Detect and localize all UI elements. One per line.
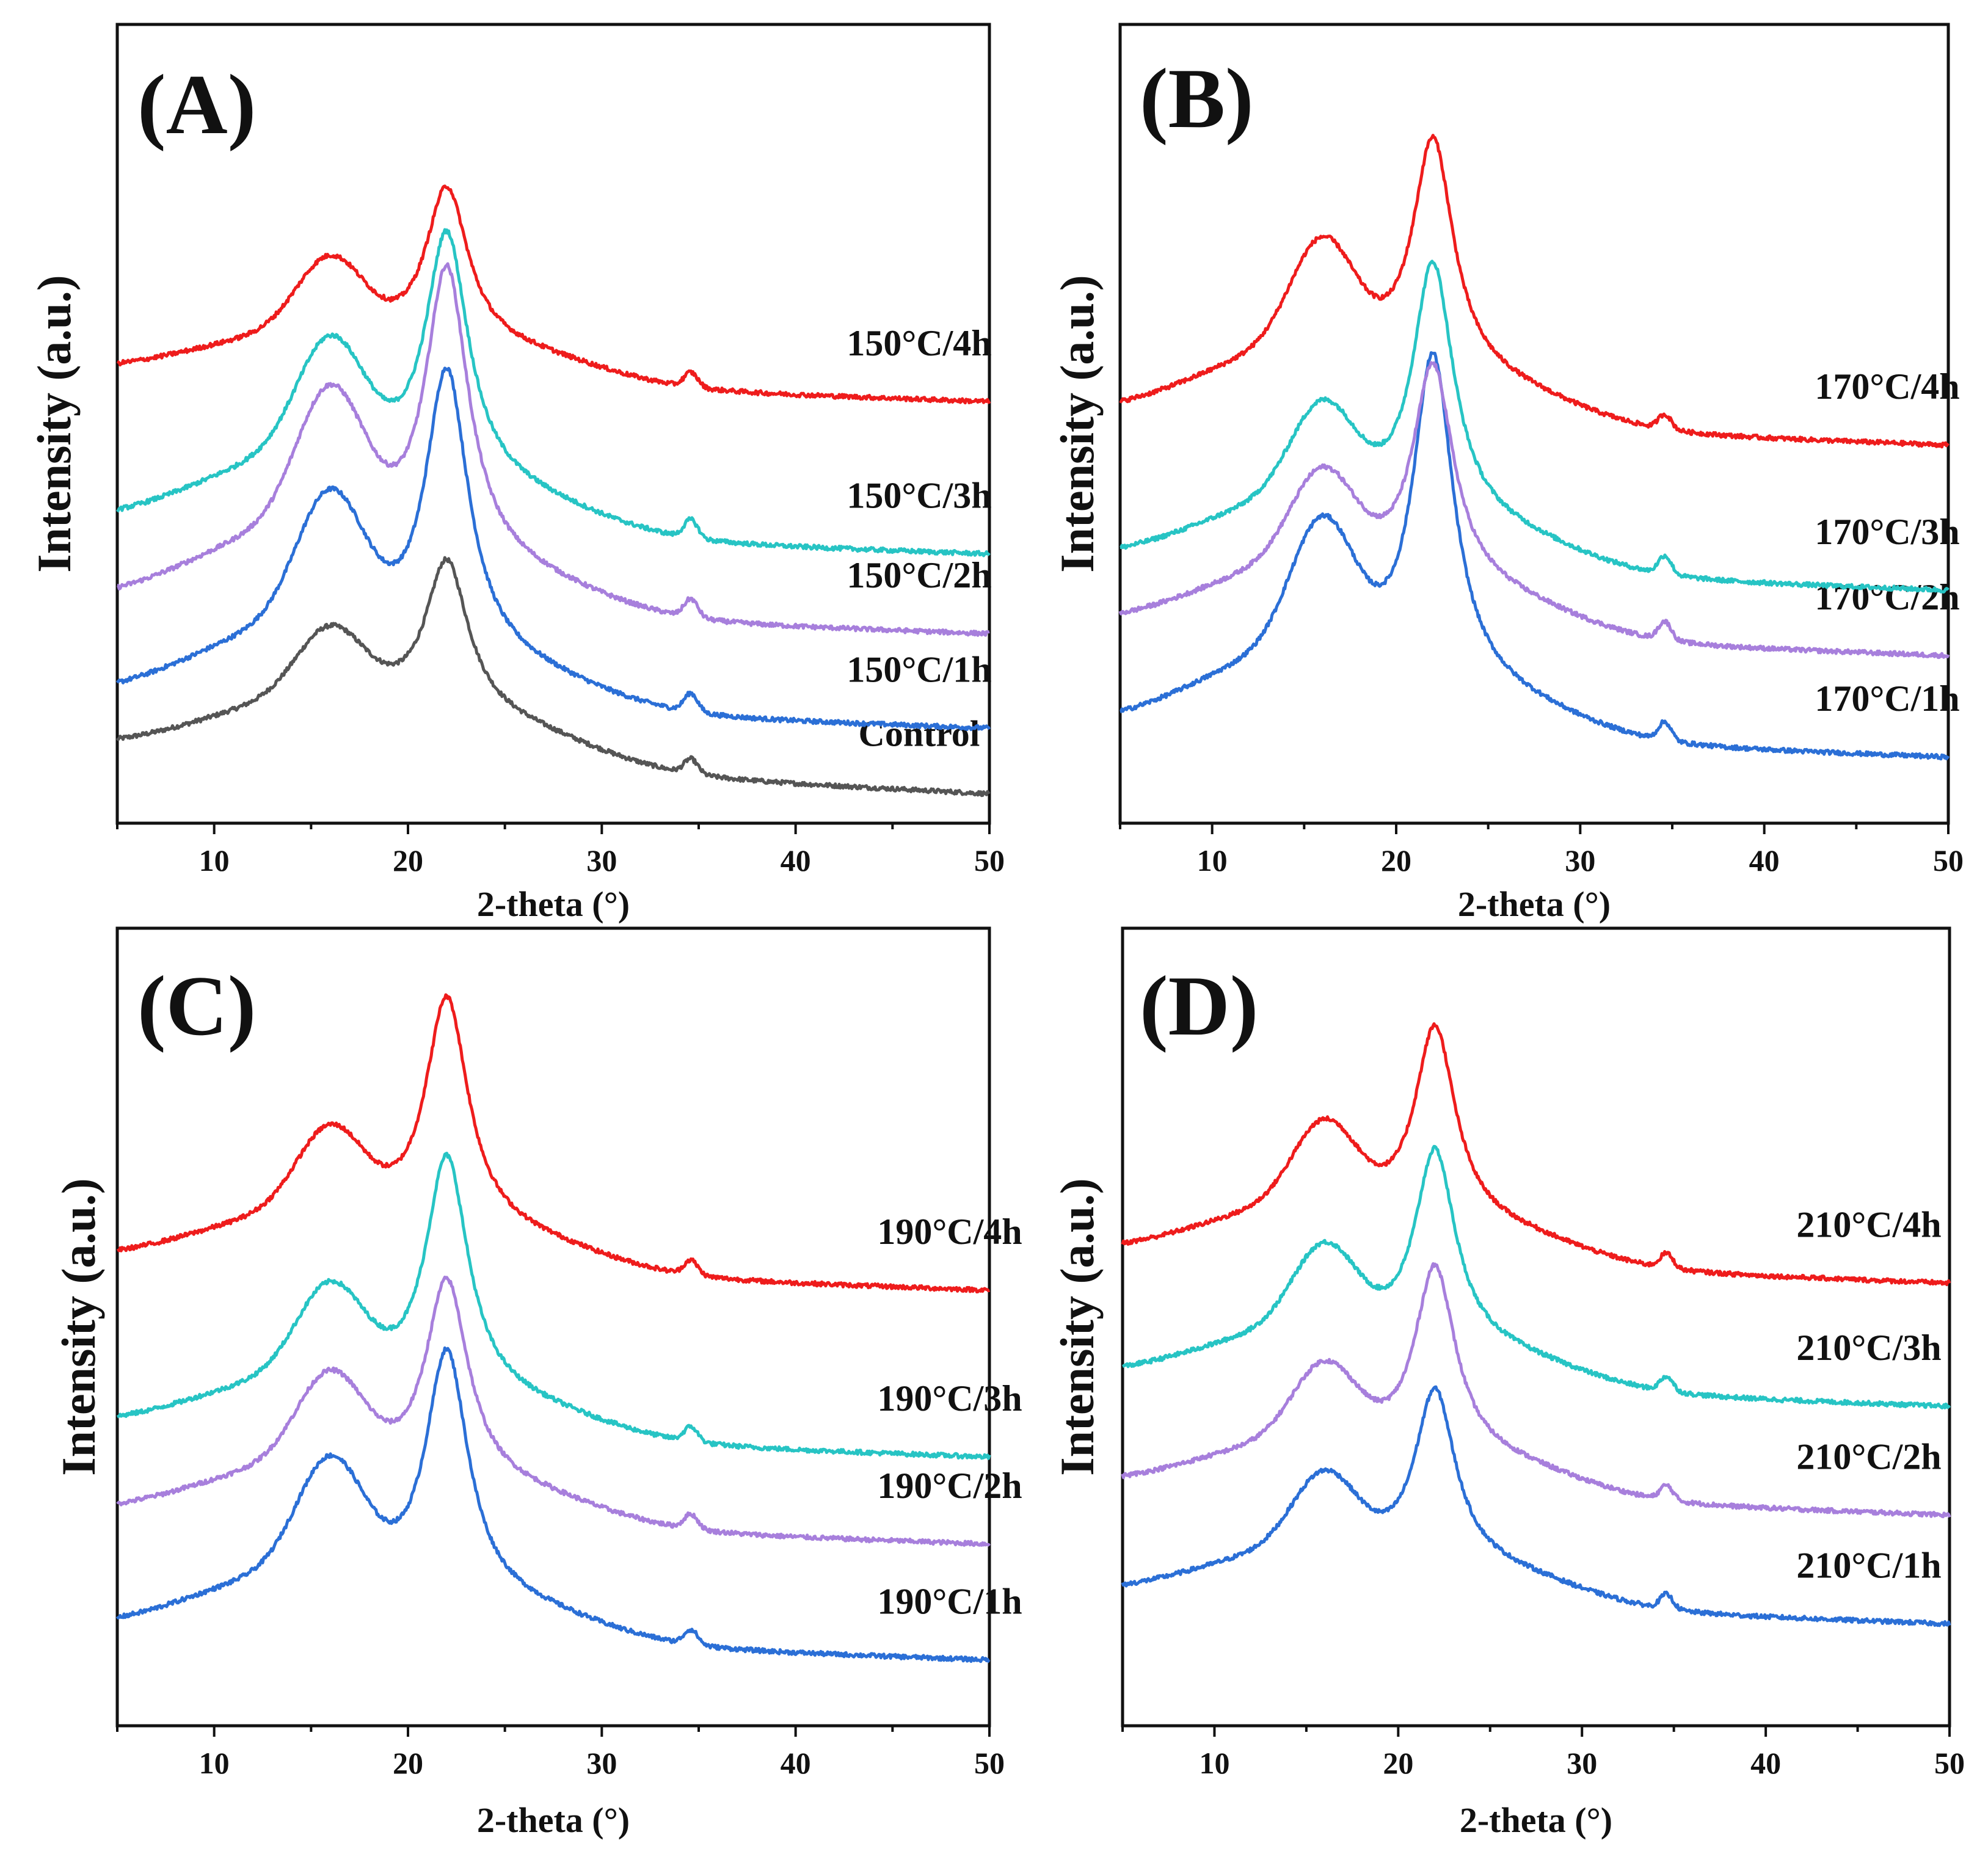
x-tick-label: 10 [199, 843, 230, 878]
panel-letter: (C) [137, 959, 256, 1053]
plot-frame [1121, 926, 1951, 1728]
x-tick-label: 10 [1197, 843, 1228, 878]
x-tick-label: 10 [199, 1746, 230, 1780]
series-label: 190°C/4h [877, 1212, 1022, 1252]
x-axis-title: 2-theta (°) [1458, 884, 1611, 924]
plot-frame [1118, 23, 1950, 825]
series-label: 150°C/2h [847, 555, 991, 595]
series-line [1120, 351, 1950, 761]
series-label: 210°C/4h [1796, 1204, 1941, 1245]
series-label: 170°C/1h [1815, 678, 1959, 719]
series-line [1118, 361, 1950, 660]
series-line [1121, 1262, 1951, 1519]
series-line [1119, 134, 1950, 449]
series-line [116, 228, 991, 558]
panel-letter: (B) [1140, 51, 1254, 146]
x-tick-label: 30 [1567, 1746, 1597, 1780]
x-tick-label: 40 [1749, 843, 1780, 878]
series-label: 190°C/3h [877, 1378, 1022, 1419]
series-label: 150°C/3h [847, 475, 991, 515]
series-label: 190°C/1h [877, 1581, 1022, 1621]
series-label: 170°C/3h [1815, 512, 1959, 552]
y-axis-title: Intensity (a.u.) [1050, 1178, 1104, 1476]
series-line [115, 1346, 991, 1663]
x-axis-title: 2-theta (°) [1460, 1800, 1612, 1840]
series-label: 150°C/4h [847, 323, 991, 363]
plot-frame [115, 23, 991, 825]
y-axis-title: Intensity (a.u.) [52, 1178, 105, 1476]
x-tick-label: 20 [393, 843, 423, 878]
panel-b: 10 20 30 40 50 2-theta (°) Intensity (a.u.) (B)… [1050, 23, 1964, 924]
y-axis-title: Intensity (a.u.) [1050, 275, 1104, 573]
series-line [115, 556, 991, 798]
series-line [1122, 1144, 1951, 1409]
x-tick-label: 50 [1933, 843, 1964, 878]
series-line [116, 1275, 991, 1547]
x-tick-label: 20 [393, 1746, 423, 1780]
x-tick-label: 20 [1383, 1746, 1413, 1780]
series-line [1121, 1385, 1951, 1627]
series-line [116, 993, 991, 1293]
series-label: 210°C/1h [1796, 1546, 1941, 1586]
series-line [116, 184, 991, 405]
panel-letter: (A) [137, 57, 256, 152]
x-tick-label: 10 [1199, 1746, 1229, 1780]
series-label: 170°C/4h [1815, 366, 1959, 407]
x-tick-label: 30 [1565, 843, 1595, 878]
x-tick-label: 50 [1934, 1746, 1965, 1780]
series-label: 150°C/1h [847, 650, 991, 690]
y-axis-title: Intensity (a.u.) [27, 275, 81, 573]
series-label: 210°C/3h [1796, 1328, 1941, 1368]
series-label: 210°C/2h [1796, 1436, 1941, 1477]
x-tick-label: 40 [781, 843, 811, 878]
series-line [117, 262, 990, 637]
series-line [115, 366, 991, 732]
plot-frame [115, 926, 991, 1728]
series-label: Control [859, 714, 980, 754]
x-tick-label: 50 [974, 843, 1005, 878]
x-tick-label: 50 [974, 1746, 1005, 1780]
panel-letter: (D) [1140, 959, 1258, 1053]
series-line [116, 1152, 991, 1460]
series-label: 190°C/2h [877, 1466, 1022, 1506]
x-axis-title: 2-theta (°) [477, 1800, 630, 1840]
x-axis-title: 2-theta (°) [477, 884, 630, 924]
x-tick-label: 40 [1750, 1746, 1781, 1780]
x-tick-label: 40 [781, 1746, 811, 1780]
series-line [1120, 260, 1950, 594]
panel-c: 10 20 30 40 50 2-theta (°) Intensity (a.u.) (C)… [52, 926, 1022, 1840]
series-line [1121, 1022, 1951, 1287]
panel-a: 10 20 30 40 50 2-theta (°) Intensity (a.u.) (A)… [27, 23, 1005, 924]
x-tick-label: 20 [1381, 843, 1411, 878]
x-tick-label: 30 [586, 843, 617, 878]
panel-d: 10 20 30 40 50 2-theta (°) Intensity (a.u.) (D)… [1050, 926, 1965, 1840]
x-tick-label: 30 [586, 1746, 617, 1780]
